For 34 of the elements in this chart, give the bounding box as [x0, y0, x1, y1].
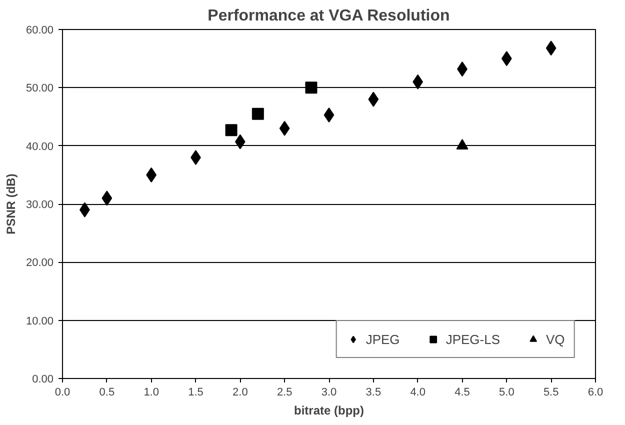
- x-tick-label: 0.5: [99, 386, 115, 398]
- x-axis-title: bitrate (bpp): [294, 404, 364, 418]
- x-tick-label: 3.5: [366, 386, 382, 398]
- y-tick-label: 20.00: [26, 257, 54, 270]
- point: [368, 92, 379, 107]
- y-tick-label: 60.00: [26, 24, 54, 36]
- x-tick-label: 3.0: [321, 386, 337, 398]
- point: [252, 108, 264, 120]
- y-tick-label: 10.00: [26, 315, 54, 328]
- point: [546, 40, 556, 56]
- point: [279, 120, 290, 136]
- point: [225, 124, 238, 136]
- y-tick-label: 30.00: [26, 199, 54, 211]
- y-axis-title: PSNR (dB): [4, 174, 18, 234]
- point: [305, 82, 318, 94]
- x-tick-label: 1.0: [144, 386, 159, 398]
- y-tick-label: 50.00: [26, 82, 54, 95]
- point: [324, 108, 334, 123]
- x-tick-label: 2.0: [232, 386, 248, 398]
- legend-label: JPEG: [366, 332, 400, 346]
- legend-label: JPEG-LS: [446, 332, 500, 346]
- point: [102, 190, 112, 206]
- x-tick-label: 5.5: [543, 386, 559, 398]
- chart-title: Performance at VGA Resolution: [208, 8, 450, 24]
- legend-label: VQ: [546, 332, 566, 346]
- x-tick-label: 0.0: [54, 386, 70, 398]
- x-tick-label: 2.5: [276, 386, 292, 398]
- y-tick-label: 0.00: [32, 374, 54, 386]
- x-tick-label: 6.0: [588, 386, 604, 398]
- x-tick-label: 4.5: [454, 386, 470, 398]
- y-tick-label: 40.00: [26, 140, 54, 153]
- x-tick-label: 5.0: [499, 386, 514, 398]
- x-tick-label: 1.5: [188, 386, 204, 398]
- x-tick-label: 4.0: [410, 386, 426, 398]
